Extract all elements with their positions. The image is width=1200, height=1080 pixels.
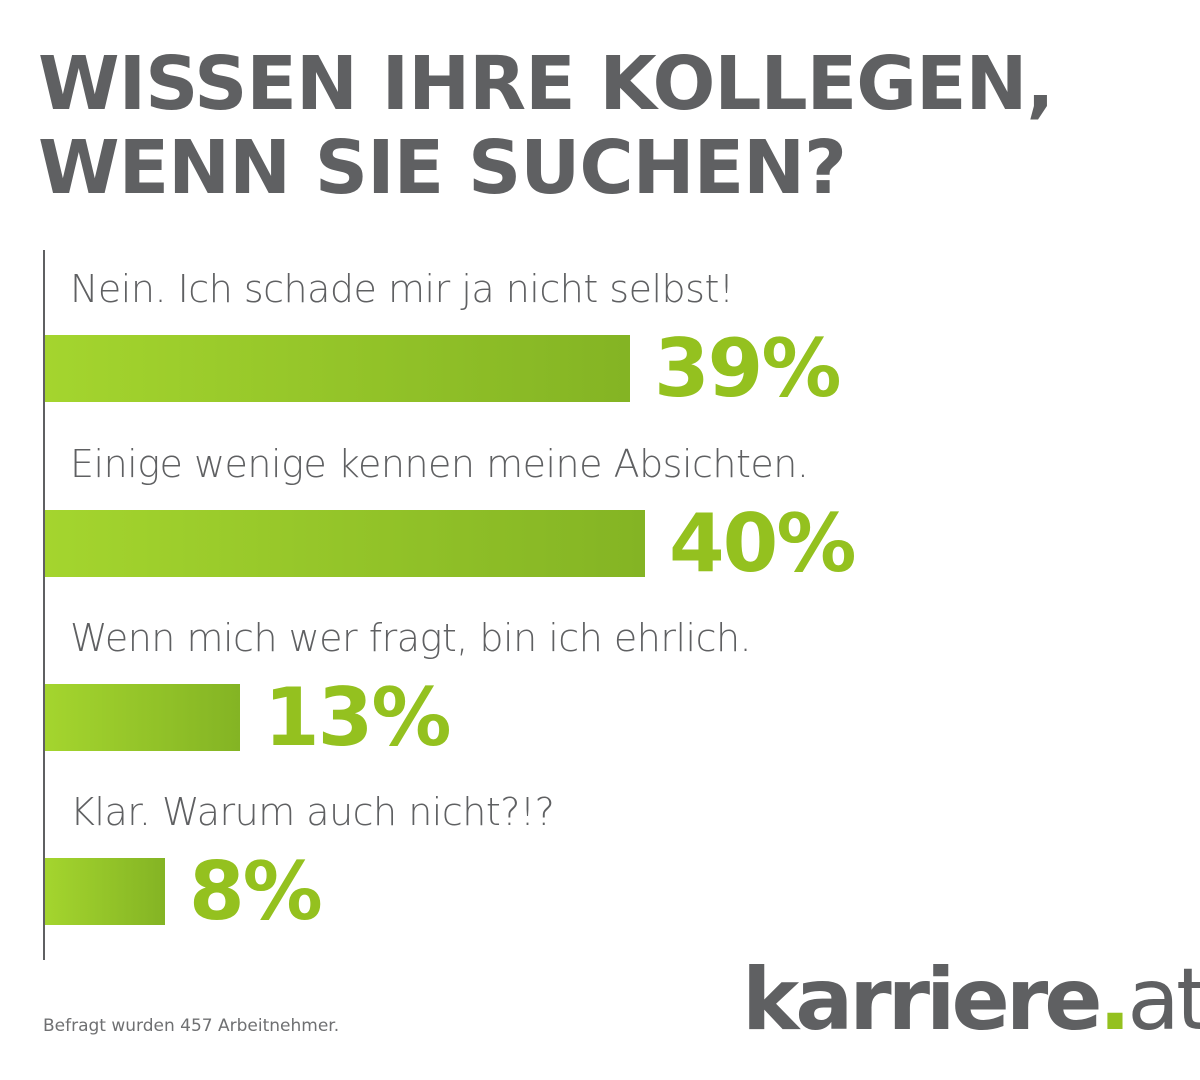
karriere-at-logo: karriere.at <box>742 950 1200 1050</box>
bar <box>45 684 240 751</box>
category-label: Nein. Ich schade mir ja nicht selbst! <box>70 267 734 311</box>
category-label: Klar. Warum auch nicht?!? <box>70 790 555 834</box>
value-label: 8% <box>189 845 323 938</box>
bar <box>45 335 630 402</box>
logo-name: karriere <box>742 950 1103 1050</box>
category-label: Wenn mich wer fragt, bin ich ehrlich. <box>70 616 752 660</box>
value-label: 39% <box>654 322 841 415</box>
value-label: 40% <box>669 497 856 590</box>
title-line-2: WENN SIE SUCHEN? <box>38 125 847 211</box>
logo-tld: at <box>1127 950 1200 1050</box>
y-axis-line <box>43 250 45 960</box>
chart-title: WISSEN IHRE KOLLEGEN, WENN SIE SUCHEN? <box>38 41 1055 211</box>
logo-dot: . <box>1098 950 1132 1050</box>
bar <box>45 858 165 925</box>
value-label: 13% <box>264 671 451 764</box>
category-label: Einige wenige kennen meine Absichten. <box>70 442 809 486</box>
bar <box>45 510 645 577</box>
footnote: Befragt wurden 457 Arbeitnehmer. <box>43 1016 340 1036</box>
title-line-1: WISSEN IHRE KOLLEGEN, <box>38 41 1055 127</box>
